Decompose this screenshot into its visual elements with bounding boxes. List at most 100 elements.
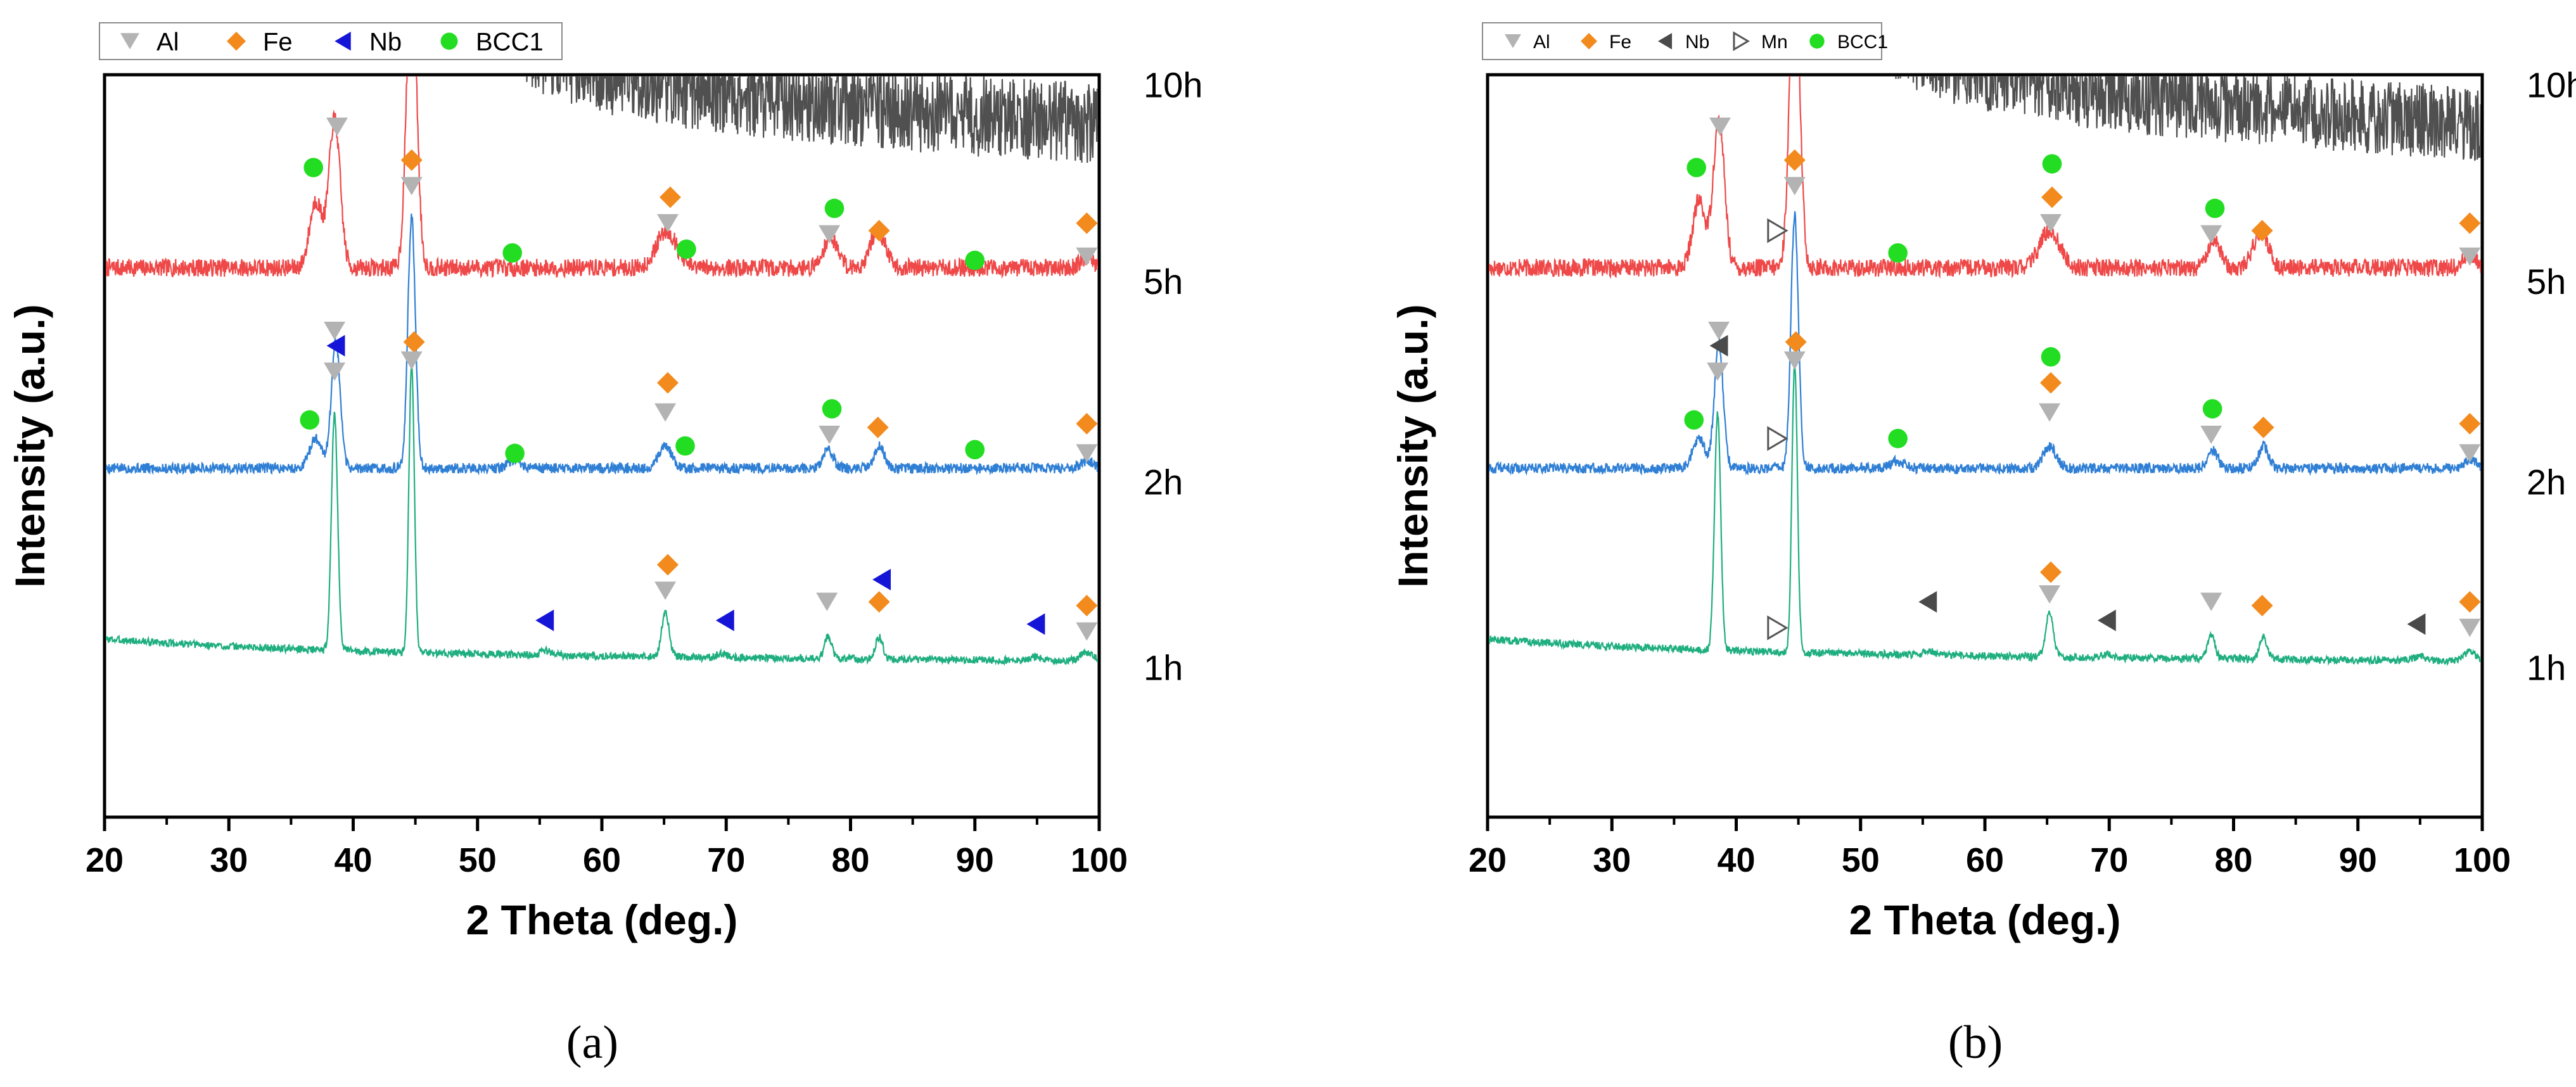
x-tick-label: 100 — [1071, 841, 1128, 879]
phase-marker-tri-right-open — [1767, 218, 1789, 243]
x-axis-title: 2 Theta (deg.) — [466, 896, 737, 943]
phase-marker-diamond — [1783, 149, 1806, 171]
phase-marker-circle — [505, 443, 525, 464]
legend-marker — [1809, 34, 1825, 49]
phase-marker-tri-left-blue — [1026, 613, 1045, 635]
phase-marker-circle — [1888, 428, 1908, 448]
phase-marker-tri-left-dark — [1709, 334, 1728, 357]
phase-marker-tri-down — [324, 321, 346, 340]
phase-marker-tri-down — [400, 351, 423, 370]
x-tick-label: 90 — [956, 841, 994, 879]
plot-frame — [1486, 73, 2484, 819]
phase-marker-tri-down — [2200, 425, 2222, 444]
phase-marker-tri-down — [2459, 618, 2481, 637]
x-tick-label: 70 — [707, 841, 745, 879]
legend-entry-Mn: Mn — [1761, 32, 1788, 53]
phase-marker-tri-down — [2200, 592, 2222, 611]
series-line-2h — [106, 213, 1098, 476]
phase-marker-diamond — [657, 554, 679, 576]
phase-marker-tri-down — [654, 403, 677, 422]
phase-marker-tri-down — [1076, 622, 1098, 641]
phase-marker-tri-down — [2040, 213, 2062, 232]
phase-marker-circle — [300, 410, 320, 430]
phase-marker-diamond — [1076, 594, 1098, 616]
x-tick-label: 80 — [2214, 841, 2252, 879]
phase-marker-tri-down — [2459, 247, 2481, 266]
x-tick-label: 40 — [334, 841, 372, 879]
phase-marker-tri-down — [657, 213, 679, 232]
phase-marker-circle — [677, 239, 696, 259]
phase-marker-circle — [2202, 399, 2222, 419]
phase-marker-diamond — [400, 149, 423, 171]
legend-entry-BCC1: BCC1 — [476, 28, 544, 56]
phase-marker-tri-down — [1709, 117, 1731, 136]
legend-marker — [120, 33, 139, 49]
phase-marker-tri-down — [819, 225, 841, 244]
phase-marker-circle — [824, 198, 845, 219]
series-line-5h — [106, 76, 1098, 279]
x-tick-label: 100 — [2454, 841, 2511, 879]
series-label-2h: 2h — [1144, 462, 1183, 502]
series-line-10h — [1895, 76, 2481, 161]
phase-marker-diamond — [2040, 561, 2062, 583]
legend-entry-Nb: Nb — [1685, 32, 1709, 53]
series-line-1h — [1489, 361, 2481, 666]
phase-marker-tri-left-dark — [2097, 609, 2116, 632]
x-tick-label: 20 — [86, 841, 124, 879]
phase-marker-tri-down — [2039, 585, 2061, 604]
series-line-10h — [526, 76, 1098, 163]
phase-marker-diamond — [2251, 220, 2273, 242]
phase-marker-circle — [303, 158, 324, 177]
phase-marker-circle — [2041, 347, 2061, 367]
x-tick-label: 80 — [831, 841, 869, 879]
series-label-10h: 10h — [2527, 65, 2576, 105]
phase-marker-diamond — [2251, 594, 2273, 616]
phase-marker-tri-right-open — [1767, 426, 1789, 451]
phase-marker-diamond — [1076, 412, 1098, 435]
phase-marker-tri-down — [1076, 444, 1098, 463]
legend-marker — [335, 32, 351, 51]
phase-marker-diamond — [659, 186, 681, 208]
phase-marker-tri-down — [324, 362, 346, 381]
panel-caption-a: (a) — [566, 1017, 618, 1069]
phase-marker-diamond — [868, 591, 890, 613]
legend-marker — [1581, 33, 1597, 49]
phase-marker-tri-left-blue — [715, 609, 734, 632]
series-label-2h: 2h — [2527, 462, 2566, 502]
phase-marker-tri-down — [2200, 225, 2222, 244]
phase-marker-tri-left-blue — [326, 334, 345, 357]
legend-marker — [1505, 34, 1521, 49]
x-tick-label: 30 — [210, 841, 248, 879]
phase-marker-circle — [502, 243, 522, 263]
legend-marker — [227, 32, 246, 51]
x-axis-title: 2 Theta (deg.) — [1849, 896, 2120, 943]
phase-marker-tri-left-dark — [1918, 591, 1937, 613]
series-label-1h: 1h — [1144, 648, 1183, 688]
x-tick-label: 60 — [583, 841, 621, 879]
legend-marker — [1657, 33, 1673, 49]
x-tick-label: 70 — [2090, 841, 2128, 879]
phase-marker-tri-down — [326, 117, 348, 136]
plot-frame — [103, 73, 1101, 819]
legend-entry-Nb: Nb — [369, 28, 402, 56]
phase-marker-tri-down — [400, 177, 423, 196]
legend-entry-Al: Al — [156, 28, 179, 56]
phase-marker-tri-down — [816, 592, 838, 611]
phase-marker-circle — [965, 440, 985, 460]
phase-marker-diamond — [2040, 372, 2062, 394]
phase-marker-diamond — [657, 372, 679, 394]
phase-marker-circle — [2042, 154, 2062, 174]
x-tick-label: 20 — [1469, 841, 1507, 879]
series-label-10h: 10h — [1144, 65, 1202, 105]
phase-marker-tri-down — [2459, 444, 2481, 463]
phase-marker-circle — [1888, 243, 1908, 263]
phase-marker-diamond — [403, 331, 425, 353]
legend-entry-Al: Al — [1533, 32, 1550, 53]
phase-marker-tri-left-blue — [535, 609, 554, 632]
x-tick-label: 50 — [1842, 841, 1880, 879]
series-label-5h: 5h — [2527, 262, 2566, 302]
x-tick-label: 30 — [1593, 841, 1631, 879]
legend-box — [99, 22, 563, 60]
series-label-1h: 1h — [2527, 648, 2566, 688]
